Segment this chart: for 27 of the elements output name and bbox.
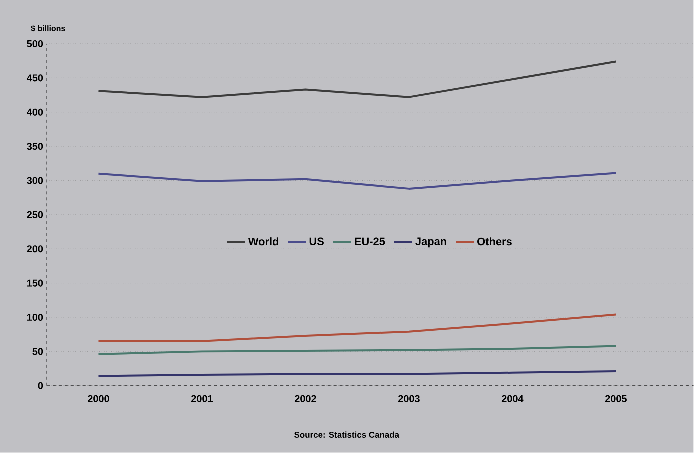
x-tick-label: 2001 (191, 395, 214, 403)
line-series (98, 314, 618, 342)
x-tick-label: 2003 (398, 395, 420, 403)
x-tick-label: 2004 (502, 395, 524, 403)
legend-label: World (248, 238, 279, 246)
y-tick-label: 200 (27, 246, 44, 253)
legend-label: EU-25 (355, 238, 386, 246)
line-series (98, 60, 618, 98)
y-tick-label: 0 (38, 382, 44, 390)
legend-label: Others (478, 238, 512, 246)
x-tick-label: 2002 (294, 395, 316, 403)
line-series (98, 172, 618, 190)
legend-label: US (310, 238, 324, 246)
y-tick-label: 450 (27, 74, 44, 82)
y-tick-label: 50 (32, 348, 44, 356)
line-series (98, 345, 618, 356)
y-tick-label: 400 (27, 108, 44, 116)
x-tick-label: 2000 (88, 395, 110, 403)
y-tick-label: 100 (27, 314, 44, 322)
legend-label: Japan (416, 238, 446, 248)
y-tick-label: 250 (27, 211, 44, 219)
y-tick-label: 500 (27, 40, 44, 48)
y-tick-label: 350 (27, 143, 44, 150)
y-tick-label: 150 (27, 280, 44, 287)
x-tick-label: 2005 (605, 395, 627, 403)
source-note: Source: Statistics Canada (294, 432, 400, 438)
y-tick-label: 300 (27, 177, 44, 184)
